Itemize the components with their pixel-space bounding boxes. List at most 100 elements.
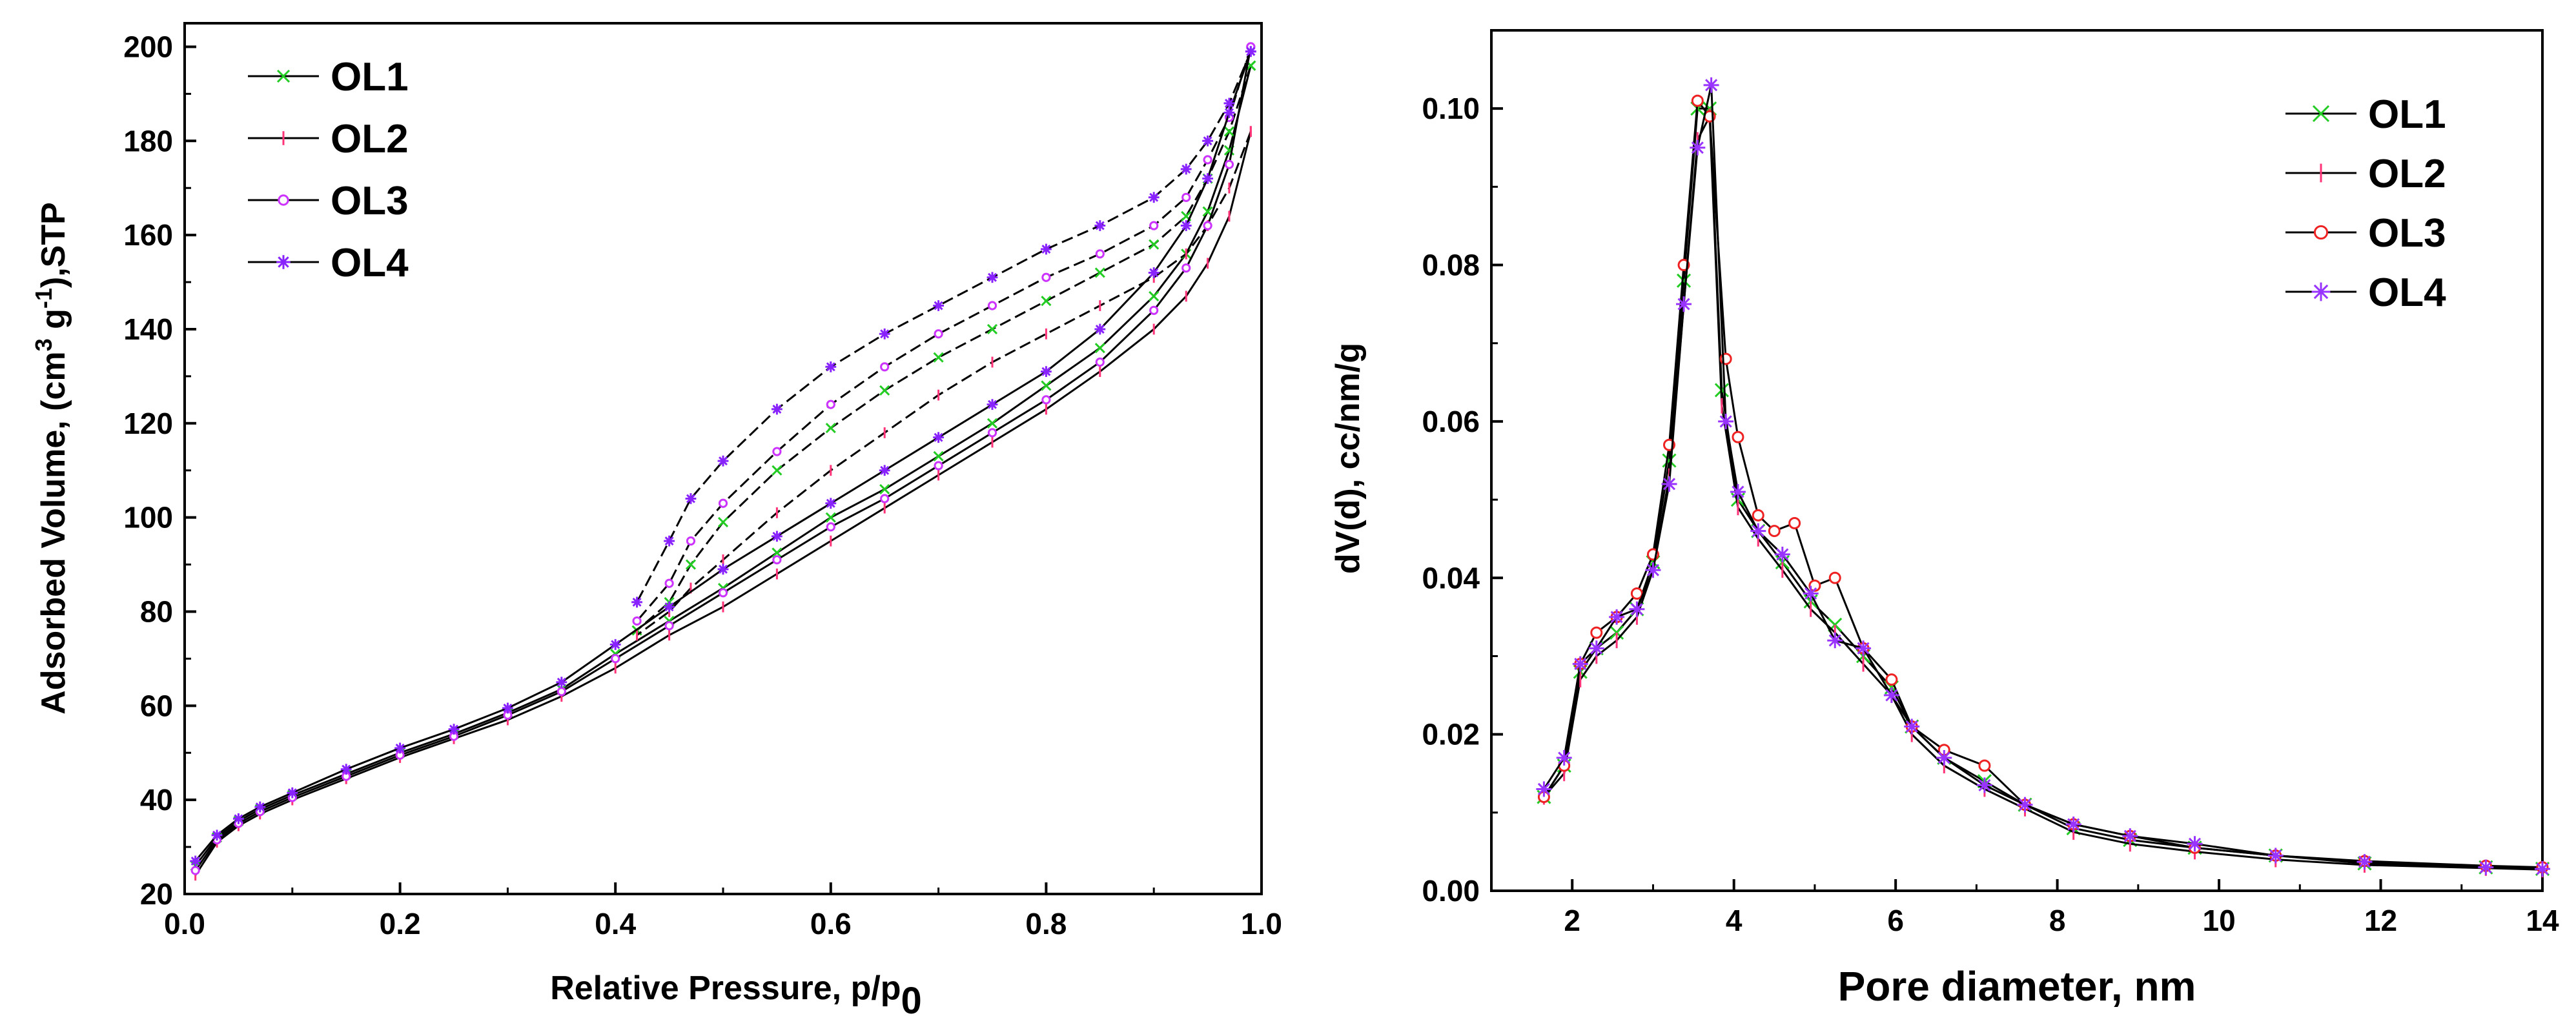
data-point-OL4-ray bbox=[826, 498, 835, 508]
data-point-OL1-b bbox=[1245, 60, 1256, 71]
left-ticks: 0.0 0.2 0.4 0.6 0.8 1.0 20 40 60 80 100 120 140 160 18… bbox=[123, 30, 1282, 940]
data-point-OL4-ray bbox=[1041, 367, 1051, 376]
data-point-OL3 bbox=[1885, 673, 1898, 686]
data-point-OL4-ray bbox=[1705, 79, 1718, 92]
data-point-OL1-b bbox=[1041, 296, 1052, 307]
data-point-OL3 bbox=[1041, 395, 1051, 405]
data-point-OL4-ray bbox=[772, 404, 782, 414]
data-point-OL1-b bbox=[717, 516, 729, 528]
data-point-OL3 bbox=[664, 621, 674, 631]
y-tick-label: 180 bbox=[123, 124, 173, 157]
data-point-OL3 bbox=[934, 329, 943, 339]
data-point-OL1-b bbox=[1181, 210, 1192, 222]
data-point-OL4-ray bbox=[1181, 221, 1191, 230]
data-point-OL4-ray bbox=[190, 856, 200, 866]
legend-marker-OL1-b bbox=[2312, 105, 2330, 123]
data-point-OL1-b bbox=[1676, 273, 1692, 288]
legend-marker-OL1-b bbox=[276, 69, 291, 83]
data-point-OL4-ray bbox=[395, 743, 405, 753]
x-tick-label: 4 bbox=[1726, 904, 1743, 937]
data-point-OL4-ray bbox=[1610, 611, 1623, 624]
y-tick-label: 0.02 bbox=[1422, 718, 1480, 751]
legend-label-OL3: OL3 bbox=[331, 179, 409, 223]
data-point-OL4-ray bbox=[1590, 642, 1603, 655]
x-tick-label: 0.6 bbox=[810, 907, 852, 940]
x-tick-label: 0.0 bbox=[164, 907, 205, 940]
data-point-OL4-ray bbox=[1095, 221, 1105, 230]
data-point-OL3 bbox=[664, 578, 674, 588]
data-point-OL4-ray bbox=[1804, 587, 1817, 600]
data-point-OL4-ray bbox=[1203, 174, 1212, 183]
data-point-OL1-b bbox=[685, 559, 697, 570]
data-point-OL4-ray bbox=[1732, 485, 1744, 498]
data-point-OL4-ray bbox=[449, 724, 459, 734]
data-point-OL3 bbox=[1732, 431, 1744, 443]
right-ticks: 2 4 6 8 10 12 14 0.00 0.02 0.04 0.06 0.08 0.10 bbox=[1422, 92, 2559, 937]
y-tick-label: 100 bbox=[123, 501, 173, 534]
data-point-OL4-ray bbox=[1662, 478, 1676, 491]
data-point-OL4-ray bbox=[2188, 837, 2202, 850]
x-tick-label: 0.4 bbox=[595, 907, 636, 940]
left-y-axis-title: Adsorbed Volume, (cm3 g-1),STP bbox=[30, 202, 72, 715]
series-line-OL4 bbox=[636, 51, 1252, 603]
x-tick-label: 0.8 bbox=[1025, 907, 1067, 940]
data-point-OL1-b bbox=[879, 483, 890, 494]
series-line-OL4 bbox=[1543, 85, 2543, 870]
data-point-OL3 bbox=[934, 461, 943, 471]
data-point-OL4-ray bbox=[503, 703, 513, 713]
y-tick-label: 120 bbox=[123, 407, 173, 440]
data-point-OL3 bbox=[987, 301, 997, 310]
left-y-axis-title-mid: g bbox=[35, 309, 72, 338]
data-point-OL3 bbox=[1224, 159, 1234, 169]
x-tick-label: 8 bbox=[2049, 904, 2066, 937]
data-point-OL3 bbox=[1203, 155, 1212, 165]
data-point-OL4-ray bbox=[987, 400, 997, 409]
data-point-OL4-ray bbox=[287, 788, 297, 798]
data-point-OL3 bbox=[826, 400, 835, 409]
data-point-OL4-ray bbox=[1719, 415, 1732, 428]
x-tick-label: 6 bbox=[1887, 904, 1904, 937]
data-point-OL3 bbox=[1181, 263, 1191, 273]
x-tick-label: 14 bbox=[2526, 904, 2559, 937]
data-point-OL4-ray bbox=[664, 536, 674, 546]
data-point-OL3 bbox=[772, 555, 782, 565]
data-point-OL4-ray bbox=[1905, 720, 1918, 733]
data-point-OL1-b bbox=[986, 323, 998, 335]
data-point-OL1-b bbox=[1041, 380, 1052, 391]
data-point-OL4-ray bbox=[1181, 165, 1191, 174]
data-point-OL3 bbox=[1181, 192, 1191, 202]
legend-marker-OL4-ray bbox=[278, 256, 289, 268]
y-tick-label: 0.08 bbox=[1422, 249, 1480, 282]
data-point-OL4-ray bbox=[2067, 818, 2080, 831]
data-point-OL1-b bbox=[825, 512, 836, 523]
legend-label-OL3: OL3 bbox=[2368, 211, 2446, 256]
data-point-OL4-ray bbox=[718, 456, 728, 466]
data-point-OL4-ray bbox=[1646, 564, 1660, 576]
data-point-OL4-ray bbox=[880, 329, 890, 339]
data-point-OL1-b bbox=[879, 385, 890, 396]
data-point-OL3 bbox=[718, 588, 728, 598]
data-point-OL4-ray bbox=[632, 597, 642, 607]
data-point-OL4-ray bbox=[934, 301, 943, 310]
data-point-OL4-ray bbox=[1203, 136, 1212, 146]
data-point-OL3 bbox=[632, 616, 642, 626]
data-point-OL3 bbox=[1752, 509, 1764, 522]
legend-label-OL4: OL4 bbox=[331, 241, 409, 285]
right-legend: OL1 OL2 OL3 OL4 bbox=[2285, 92, 2446, 315]
data-point-OL4-ray bbox=[880, 465, 890, 475]
data-point-OL1-b bbox=[933, 352, 944, 363]
data-point-OL4-ray bbox=[342, 764, 351, 774]
data-point-OL4-ray bbox=[1558, 751, 1571, 764]
x-tick-label: 0.2 bbox=[380, 907, 421, 940]
legend-label-OL4: OL4 bbox=[2368, 270, 2446, 315]
data-point-OL4-ray bbox=[2358, 855, 2371, 868]
data-point-OL1-b bbox=[825, 423, 836, 434]
data-point-OL3 bbox=[686, 536, 696, 546]
series-line-OL2 bbox=[1543, 112, 2543, 871]
data-point-OL4-ray bbox=[1752, 525, 1764, 538]
data-point-OL3 bbox=[1590, 626, 1603, 639]
left-x-axis-title-sub: 0 bbox=[901, 980, 922, 1016]
data-point-OL4-ray bbox=[1828, 634, 1841, 647]
data-point-OL1-b bbox=[933, 451, 944, 462]
